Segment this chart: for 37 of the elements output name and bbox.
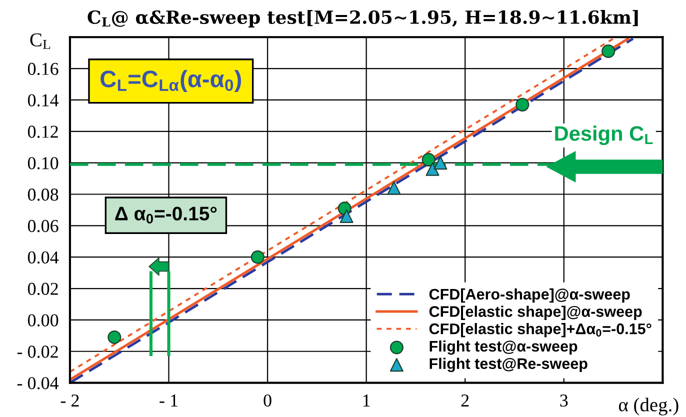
- ref-line-label: Design C$_{L}$: [555, 126, 653, 146]
- legend-label: CFD[elastic shape]@α-sweep: [429, 306, 642, 320]
- legend-label: Flight test@Re-sweep: [430, 358, 588, 372]
- y-tick-label: 0.12: [28, 126, 58, 138]
- y-tick-label: 0.08: [28, 188, 58, 201]
- legend-label: CFD[Aero-shape]@α-sweep: [429, 288, 630, 303]
- point: [387, 181, 401, 195]
- x-tick-label: - 1: [160, 394, 178, 406]
- point: [340, 209, 354, 224]
- y-tick-label: 0.04: [28, 251, 59, 264]
- point: [250, 250, 264, 264]
- x-tick-label: 2: [461, 394, 469, 406]
- annotation: C$_{L}$=C$_{Lα}$(α-α$_{0}$): [100, 70, 242, 92]
- legend-label: Flight test@α-sweep: [430, 340, 578, 355]
- x-tick-label: 0: [264, 394, 272, 407]
- legend-label: CFD[elastic shape]+Δα$_{0}$=-0.15°: [429, 323, 652, 338]
- x-tick-label: - 2: [60, 394, 79, 406]
- x-axis-title: α (deg.): [618, 398, 678, 416]
- point: [602, 44, 616, 58]
- y-tick-label: 0.02: [28, 282, 58, 296]
- y-axis-title: C$_{L}$: [30, 33, 50, 49]
- y-tick-label: 0.10: [28, 157, 58, 170]
- point: [426, 162, 440, 176]
- point: [516, 98, 530, 112]
- point: [434, 156, 448, 170]
- chart-title: C$_{L}$@ α&Re-sweep test[M=2.05∼1.95, H=18.9∼11.6km]: [88, 10, 638, 28]
- y-tick-label: 0.16: [28, 62, 58, 76]
- y-tick-label: - 0.02: [17, 346, 58, 358]
- x-tick-label: 1: [363, 394, 370, 406]
- y-tick-label: 0.00: [28, 314, 58, 326]
- point: [422, 152, 436, 166]
- x-tick-label: 3: [560, 394, 568, 407]
- annotation: Δ α$_{0}$=-0.15°: [115, 206, 217, 224]
- y-tick-label: - 0.04: [17, 377, 59, 390]
- y-tick-label: 0.06: [28, 220, 58, 232]
- y-tick-label: 0.14: [28, 94, 59, 106]
- point: [108, 330, 122, 344]
